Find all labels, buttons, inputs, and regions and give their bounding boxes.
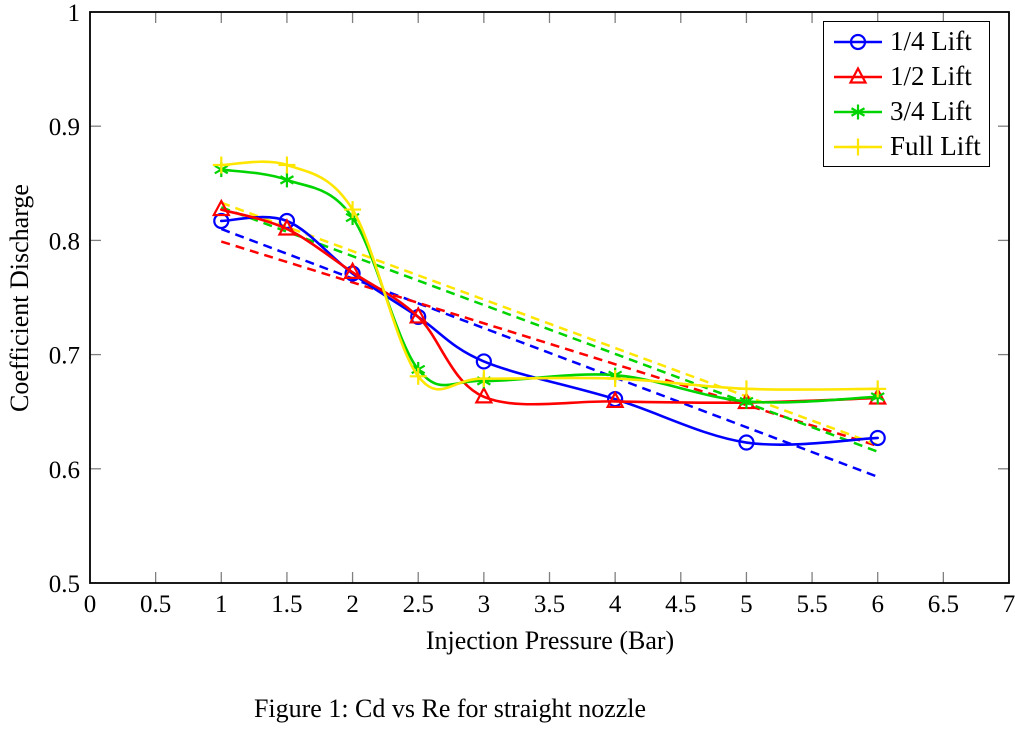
x-tick-label: 2.5 (403, 591, 434, 618)
legend-label: Full Lift (890, 131, 981, 161)
marker-circle (344, 265, 361, 282)
y-tick-label: 0.9 (49, 114, 80, 141)
marker-triangle (848, 65, 868, 84)
x-tick-label: 1.5 (271, 591, 302, 618)
series-line (219, 168, 880, 404)
x-tick-label: 5 (740, 591, 753, 618)
series-line (219, 160, 880, 391)
trend-line (220, 206, 879, 453)
legend-label: 1/4 Lift (890, 26, 972, 56)
x-tick-label: 0.5 (140, 591, 171, 618)
y-tick-label: 0.7 (49, 343, 80, 370)
legend-item: Full Lift (824, 130, 989, 164)
marker-circle (849, 33, 867, 50)
x-tick-label: 6 (871, 591, 884, 618)
x-tick-label: 3 (478, 591, 491, 618)
marker-asterisk (739, 396, 754, 407)
x-tick-label: 7 (1003, 591, 1015, 618)
trend-line (220, 201, 879, 446)
x-tick-label: 4.5 (665, 591, 696, 618)
y-tick-label: 0.8 (49, 228, 80, 255)
y-axis-label: Coefficient Discharge (5, 184, 34, 412)
legend-item: 1/2 Lift (824, 60, 989, 94)
marker-triangle (605, 390, 625, 409)
marker-circle (869, 429, 886, 447)
plot-border (89, 11, 1010, 584)
y-tick-label: 0.6 (49, 457, 80, 484)
marker-triangle (343, 261, 362, 279)
legend-item: 3/4 Lift (824, 95, 989, 129)
marker-triangle (474, 386, 494, 404)
y-tick-label: 0.5 (49, 571, 80, 598)
series-line (219, 208, 880, 406)
x-tick-label: 3.5 (534, 591, 565, 618)
marker-triangle (408, 306, 428, 324)
marker-triangle (277, 218, 297, 236)
trend-line (220, 240, 879, 448)
marker-asterisk (850, 106, 866, 117)
x-tick-label: 6.5 (928, 591, 959, 618)
legend: 1/4 Lift 1/2 Lift 3/4 Lift Full Lift (823, 21, 990, 167)
marker-asterisk (279, 175, 294, 185)
figure-caption: Figure 1: Cd vs Re for straight nozzle (253, 694, 647, 723)
legend-label: 1/2 Lift (890, 61, 972, 91)
marker-triangle (211, 198, 231, 217)
x-tick-label: 2 (346, 591, 359, 618)
x-tick-label: 4 (609, 591, 622, 618)
x-tick-label: 0 (84, 591, 97, 618)
legend-sample (834, 65, 882, 84)
marker-circle (475, 353, 492, 370)
legend-sample (834, 33, 882, 50)
y-tick-label: 1 (68, 0, 81, 27)
trend-line (220, 227, 879, 478)
series-line (219, 215, 880, 446)
x-tick-label: 1 (215, 591, 228, 618)
x-axis-label: Injection Pressure (Bar) (425, 626, 675, 655)
chart-canvas: 0 0.5 1 1.5 2 2.5 3 3.5 4 4.5 5 5.5 6 6.5 70.50.60.70.… (49, 0, 1015, 618)
marker-circle (738, 434, 755, 451)
legend-label: 3/4 Lift (890, 96, 972, 126)
legend-sample (834, 138, 882, 155)
legend-item: 1/4 Lift (824, 25, 989, 59)
legend-sample (834, 104, 882, 119)
x-tick-label: 5.5 (796, 591, 827, 618)
